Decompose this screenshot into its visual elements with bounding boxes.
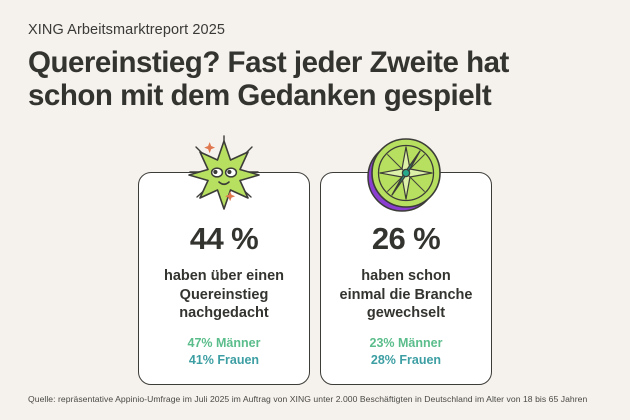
stat-breakdown: 23% Männer 28% Frauen [370, 335, 443, 368]
stat-cards-row: 44 % haben über einen Quereinstieg nachg… [138, 135, 492, 385]
stat-description: haben schon einmal die Branche gewechsel… [334, 267, 479, 323]
stat-breakdown-men: 23% Männer [369, 336, 443, 350]
stat-breakdown-men: 47% Männer [187, 336, 261, 350]
stat-value: 26 % [371, 221, 441, 256]
stat-description-line-1: haben schon [361, 268, 451, 284]
stat-card-quereinstieg: 44 % haben über einen Quereinstieg nachg… [138, 135, 310, 385]
report-eyebrow: XING Arbeitsmarktreport 2025 [28, 22, 226, 38]
stat-description-line-2: Quereinstieg [179, 286, 269, 303]
stat-description-line-1: haben über einen [163, 268, 285, 284]
page-title: Quereinstieg? Fast jeder Zweite hat scho… [28, 46, 608, 112]
stat-breakdown: 47% Männer 41% Frauen [188, 335, 261, 368]
stat-description-line-2: einmal die Branche [339, 286, 473, 303]
stat-breakdown-women: 41% Frauen [188, 352, 260, 367]
stat-description: haben über einen Quereinstieg nachgedach… [158, 267, 290, 323]
headline-line-1: Quereinstieg? Fast jeder Zweite hat [28, 46, 509, 80]
stat-value: 44 % [189, 221, 259, 256]
header: XING Arbeitsmarktreport 2025 Quereinstie… [28, 22, 608, 132]
stat-description-line-3: gewechselt [366, 305, 446, 322]
stat-card-branchenwechsel: 26 % haben schon einmal die Branche gewe… [320, 138, 492, 385]
sparkling-star-face-icon [139, 127, 309, 223]
headline-line-2: schon mit dem Gedanken gespielt [28, 79, 492, 113]
compass-icon [321, 127, 491, 223]
source-note: Quelle: repräsentative Appinio-Umfrage i… [28, 394, 588, 404]
stat-description-line-3: nachgedacht [179, 305, 269, 322]
stat-breakdown-women: 28% Frauen [370, 352, 442, 367]
